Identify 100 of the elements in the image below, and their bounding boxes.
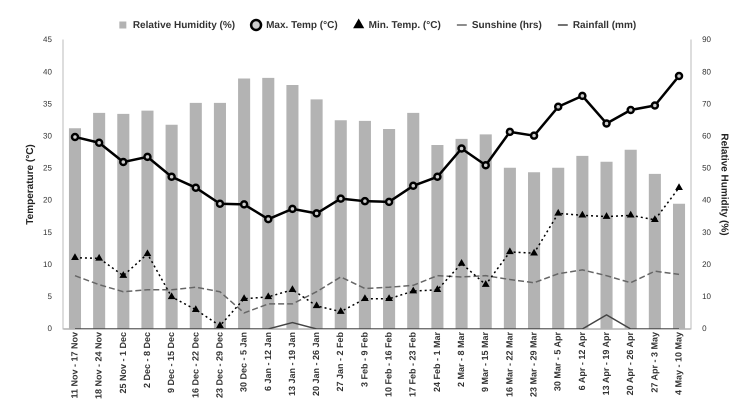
bar [672,204,686,329]
point [313,302,320,308]
bar [190,102,202,329]
bar [431,144,444,329]
bar [68,128,82,329]
point [264,214,273,224]
point [120,272,127,278]
x-tick-label: 20 Apr - 26 Apr [625,331,636,396]
point [457,144,466,153]
bar [358,120,371,329]
point [482,280,490,287]
point [240,295,248,302]
x-tick-label: 4 May - 10 May [674,332,684,396]
bar [480,134,492,329]
point [506,248,514,254]
x-tick-label: 23 Dec - 29 Dec [214,332,224,398]
y-tick-label: 25 [42,164,52,173]
point [312,209,321,218]
y-tick-label: 35 [42,99,52,108]
y2-tick-label: 40 [702,196,712,205]
point [168,293,175,300]
point [143,152,152,162]
x-tick-label: 18 Nov - 24 Nov [94,332,104,400]
bar [528,172,540,329]
y-tick-label: 45 [42,35,52,44]
x-tick-label: 13 Jan - 19 Jan [286,332,297,396]
y2-tick-label: 50 [702,164,712,173]
x-tick-label: 11 Nov - 17 Nov [69,332,80,399]
point [384,198,394,206]
bar [214,102,226,329]
point [554,210,562,216]
y2-tick-label: 30 [702,228,712,237]
point [360,196,370,206]
x-tick-label: 20 Jan - 26 Jan [311,332,322,396]
legend-label: Relative Humidity (%) [132,20,236,31]
point [94,138,104,147]
point [216,322,224,328]
point [70,132,80,142]
bar [262,78,274,329]
point [192,306,200,312]
x-tick-label: 27 Apr - 3 May [649,332,660,393]
point [336,194,346,203]
bar [624,150,637,329]
bar [552,168,564,329]
y-tick-label: 5 [47,292,52,302]
point [386,295,392,302]
point [627,212,634,218]
x-tick-label: 9 Dec - 15 Dec [166,332,176,394]
x-tick-label: 23 Mar - 29 Mar [528,331,539,398]
point [626,106,635,114]
bar [117,114,130,329]
point [119,158,128,166]
x-tick-label: 17 Feb - 23 Feb [408,331,418,398]
bar [93,112,106,329]
y-tick-label: 15 [42,228,52,237]
bar [310,99,323,329]
x-tick-label: 30 Mar - 5 Apr [552,331,563,392]
point [144,250,151,256]
point [408,182,418,190]
legend-label: Sunshine (hrs) [472,20,542,31]
point [167,172,176,182]
bar [166,124,178,329]
y-tick-label: 0 [47,324,52,334]
y2-tick-label: 90 [702,35,712,44]
point [264,293,272,300]
point [434,286,441,292]
point [652,216,658,222]
line-series [74,269,680,314]
point [240,200,248,209]
x-tick-label: 6 Jan - 12 Jan [262,332,273,392]
point [674,72,684,80]
x-tick-label: 2 Dec - 8 Dec [142,332,152,388]
point [362,295,368,302]
point [216,200,224,208]
bar [504,168,516,329]
point [676,184,682,190]
bar [576,156,588,329]
y2-tick-label: 70 [702,99,712,108]
point [578,92,587,100]
x-tick-label: 2 Mar - 8 Mar [456,331,466,388]
legend-label: Max. Temp (°C) [266,20,338,31]
point [603,212,610,219]
x-tick-label: 6 Apr - 12 Apr [576,331,587,390]
y-tick-label: 30 [42,132,52,141]
y2-tick-label: 80 [702,67,712,76]
x-tick-label: 10 Feb - 16 Feb [384,331,394,398]
point [433,172,442,182]
bar [600,162,613,329]
x-tick-label: 27 Jan - 2 Feb [335,331,346,392]
point [289,286,296,292]
point [506,128,514,136]
point [530,131,538,140]
bar [456,138,468,329]
point [579,212,586,218]
point [481,160,490,170]
legend-label: Min. Temp. (°C) [368,20,441,31]
y2-axis-title: Relative Humidity (%) [718,133,730,236]
point [337,308,344,314]
x-tick-label: 3 Feb - 9 Feb [359,331,370,387]
y2-tick-label: 0 [702,324,708,334]
